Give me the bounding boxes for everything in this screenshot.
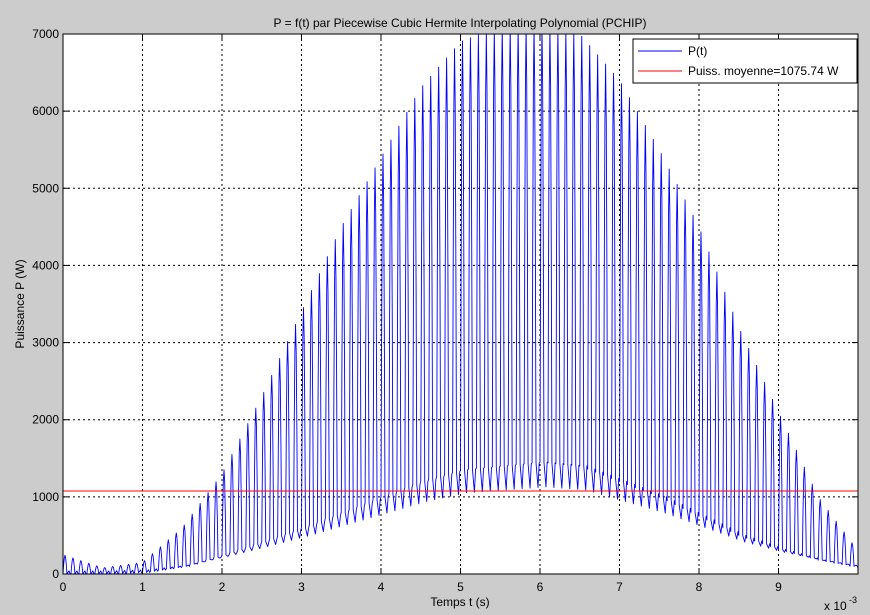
x-multiplier-exponent: -3 [849,595,857,605]
x-tick-label: 1 [139,580,146,594]
y-tick-label: 3000 [32,336,59,350]
x-tick-label: 9 [775,580,782,594]
x-tick-label: 5 [457,580,464,594]
chart-title: P = f(t) par Piecewise Cubic Hermite Int… [274,16,647,30]
x-tick-label: 6 [537,580,544,594]
series-layer [63,34,858,574]
y-tick-label: 1000 [32,490,59,504]
y-tick-label: 6000 [32,104,59,118]
tick-labels: 0 1 2 3 4 5 6 7 8 9 0 1000 2000 3000 4000 5000 6000 7000 [32,27,782,594]
y-axis-label: Puissance P (W) [13,259,27,348]
x-multiplier-base: x 10 [824,599,847,613]
x-tick-label: 4 [378,580,385,594]
series-line-power [63,34,858,574]
legend: P(t) Puiss. moyenne=1075.74 W [632,38,858,84]
x-tick-label: 8 [696,580,703,594]
y-tick-label: 7000 [32,27,59,41]
y-tick-label: 2000 [32,413,59,427]
legend-label-power: P(t) [688,44,707,58]
x-axis-label: Temps t (s) [430,595,489,609]
x-tick-label: 0 [60,580,67,594]
grid [63,34,858,574]
x-tick-label: 2 [219,580,226,594]
x-tick-label: 7 [616,580,623,594]
x-tick-label: 3 [298,580,305,594]
y-tick-label: 0 [52,567,59,581]
y-tick-label: 5000 [32,181,59,195]
ticks [62,33,858,575]
y-tick-label: 4000 [32,258,59,272]
legend-label-average: Puiss. moyenne=1075.74 W [688,64,839,78]
legend-box [632,38,858,84]
